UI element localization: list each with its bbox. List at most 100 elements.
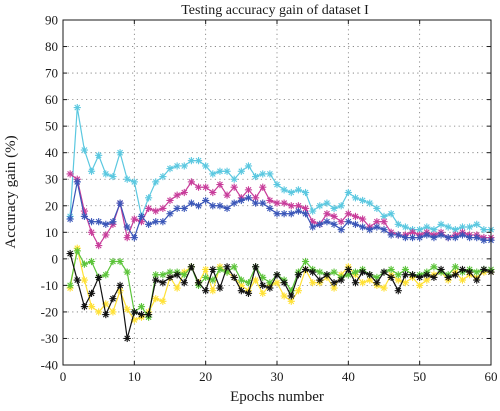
data-point <box>102 231 110 239</box>
x-tick-label: 30 <box>271 369 284 384</box>
data-point <box>194 157 203 165</box>
data-point <box>466 268 474 276</box>
data-point <box>437 220 445 228</box>
data-point <box>458 231 467 239</box>
data-point <box>130 234 138 242</box>
data-point <box>394 220 402 228</box>
data-point <box>173 284 181 292</box>
data-point <box>194 279 203 287</box>
data-point <box>294 202 302 210</box>
data-point <box>323 218 331 226</box>
data-point <box>316 220 324 228</box>
chart-title: Testing accuracy gain of dataset I <box>181 3 369 18</box>
data-point <box>266 196 274 205</box>
data-point <box>287 210 295 218</box>
data-point <box>187 157 195 165</box>
data-point <box>316 276 324 284</box>
data-point <box>401 223 409 231</box>
data-point <box>202 287 210 295</box>
data-point <box>480 226 488 234</box>
data-point <box>309 223 317 231</box>
data-point <box>73 247 81 255</box>
data-point <box>87 167 96 175</box>
data-point <box>373 204 381 213</box>
data-point <box>252 263 260 271</box>
data-point <box>116 199 124 207</box>
data-point <box>87 289 96 297</box>
data-point <box>301 204 310 213</box>
data-point <box>330 212 338 220</box>
y-tick-label: -30 <box>41 331 58 346</box>
data-point <box>87 228 96 236</box>
x-axis-label: Epochs number <box>230 389 324 405</box>
data-point <box>123 305 131 313</box>
data-point <box>244 194 253 202</box>
data-point <box>437 265 445 274</box>
data-point <box>80 303 88 311</box>
y-tick-label: 40 <box>45 145 58 160</box>
data-point <box>159 297 167 305</box>
x-tick-label: 50 <box>413 369 426 384</box>
data-point <box>337 202 345 210</box>
x-tick-label: 60 <box>485 369 498 384</box>
data-point <box>287 202 295 210</box>
data-point <box>437 231 445 239</box>
data-point <box>466 223 474 231</box>
series-layer <box>66 103 495 343</box>
x-tick-label: 20 <box>199 369 212 384</box>
data-point <box>137 303 146 311</box>
data-point <box>109 308 117 316</box>
data-point <box>109 295 117 303</box>
data-point <box>66 281 74 289</box>
data-point <box>87 218 96 226</box>
data-point <box>344 265 352 274</box>
data-point <box>237 287 245 295</box>
data-point <box>344 188 352 197</box>
data-point <box>130 178 138 186</box>
data-point <box>416 281 424 289</box>
data-point <box>137 212 146 220</box>
data-point <box>466 234 474 242</box>
data-point <box>123 268 131 276</box>
data-point <box>401 271 409 279</box>
data-point <box>159 279 167 287</box>
data-point <box>123 223 131 231</box>
data-point <box>116 149 124 157</box>
data-point <box>416 234 424 242</box>
data-point <box>380 268 388 276</box>
data-point <box>430 263 438 271</box>
data-point <box>180 279 188 287</box>
data-point <box>359 268 367 276</box>
data-point <box>430 226 438 234</box>
data-point <box>380 284 388 292</box>
data-point <box>423 271 431 279</box>
data-point <box>359 223 367 231</box>
data-point <box>95 151 103 159</box>
data-point <box>109 172 117 181</box>
data-point <box>102 271 110 279</box>
y-tick-label: 30 <box>45 172 58 187</box>
data-point <box>202 162 210 170</box>
data-point <box>159 271 167 279</box>
data-point <box>252 276 260 284</box>
data-point <box>187 263 195 271</box>
data-point <box>273 271 281 279</box>
data-point <box>80 276 88 284</box>
data-point <box>223 263 231 271</box>
data-point <box>202 196 210 205</box>
data-point <box>380 218 388 226</box>
data-point <box>87 303 96 311</box>
data-point <box>323 199 331 207</box>
data-point <box>180 204 188 213</box>
data-point <box>408 234 417 242</box>
data-point <box>209 265 217 274</box>
data-point <box>202 183 210 191</box>
data-point <box>173 271 181 279</box>
data-point <box>287 292 295 300</box>
y-tick-label: 60 <box>45 92 58 107</box>
data-point <box>145 204 153 213</box>
data-point <box>458 265 467 274</box>
data-point <box>145 194 153 202</box>
data-point <box>280 199 288 207</box>
